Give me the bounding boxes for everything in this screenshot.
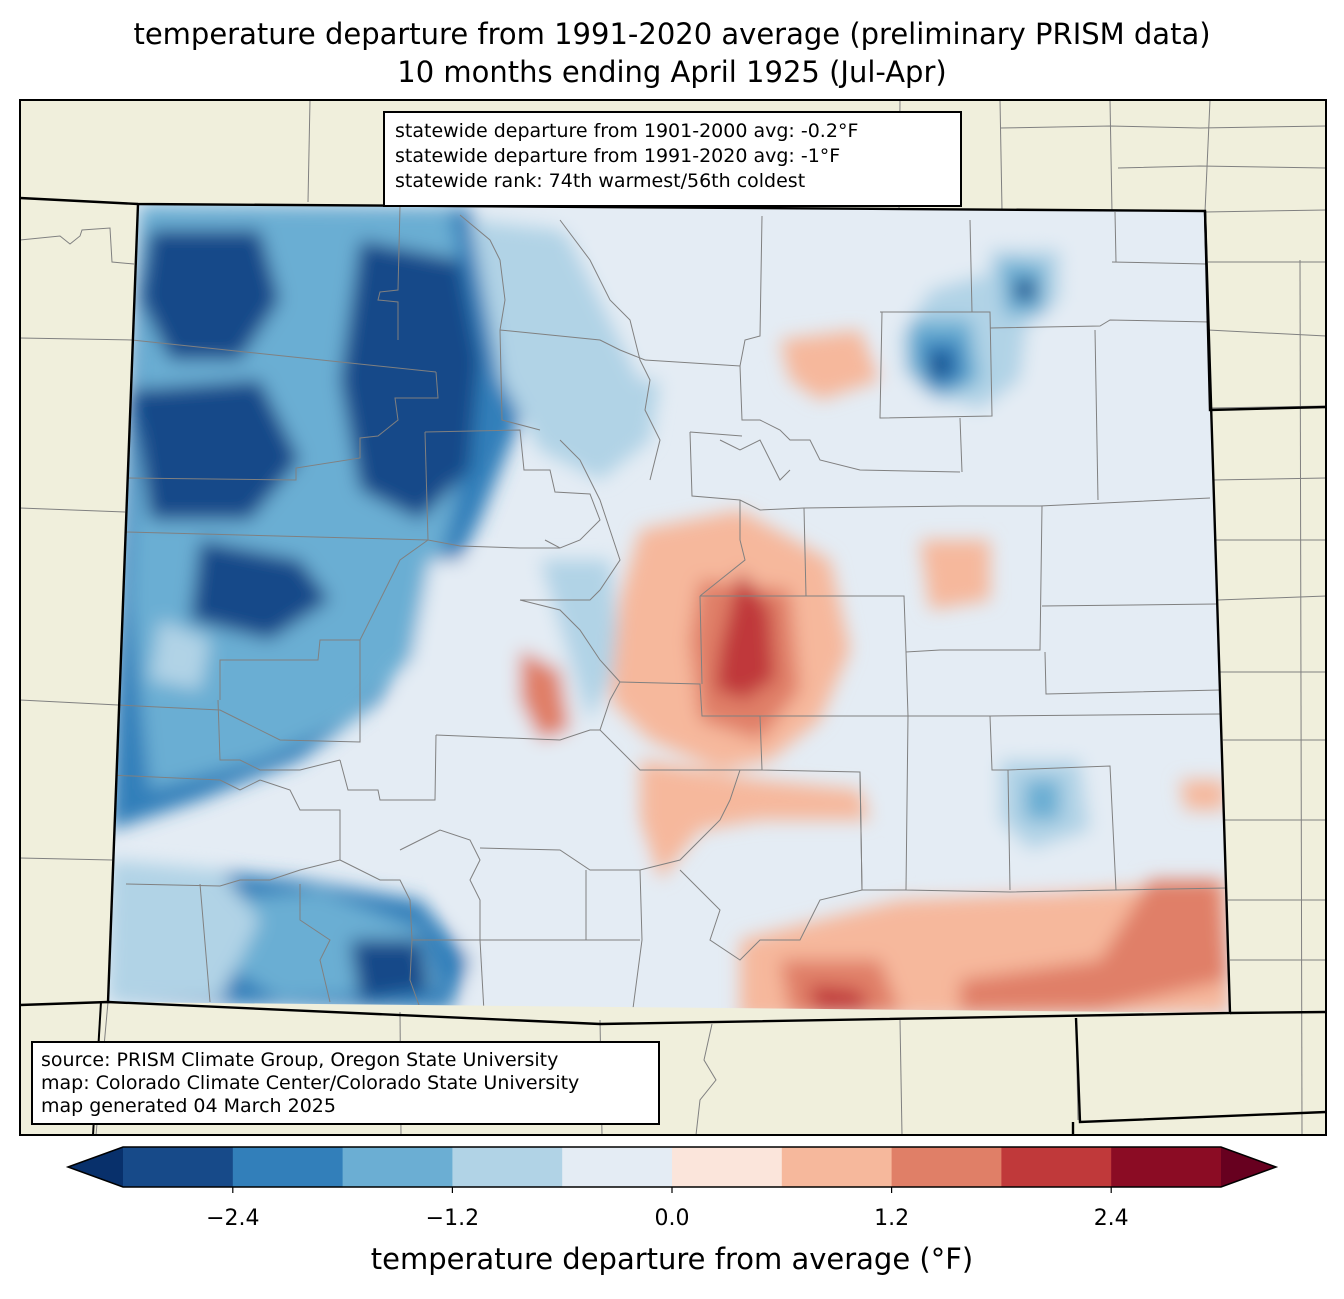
departure-contour-region: [560, 220, 760, 380]
departure-contour-region: [1025, 780, 1060, 820]
map-credit-line: map: Colorado Climate Center/Colorado St…: [41, 1072, 580, 1094]
departure-contour-region: [780, 330, 880, 400]
departure-contour-region: [715, 650, 760, 700]
departure-contour-region: [1150, 630, 1200, 670]
colorbar-segment: [342, 1147, 453, 1187]
departure-contour-region: [920, 540, 990, 610]
departure-contour-region: [190, 540, 330, 640]
colorbar-outline: [65, 1146, 1279, 1188]
departure-contour-region: [108, 860, 260, 1002]
map-title: temperature departure from 1991-2020 ave…: [133, 17, 1211, 51]
departure-contour-region: [640, 760, 870, 880]
colorbar-segment: [672, 1147, 783, 1187]
departure-contour-region: [780, 960, 900, 1013]
departure-contour-region: [400, 560, 660, 1013]
colorbar-extend-high: [1221, 1147, 1276, 1187]
departure-contour-region: [930, 355, 950, 375]
source-credits-box: source: PRISM Climate Group, Oregon Stat…: [31, 1041, 660, 1125]
colorbar-segment: [232, 1147, 344, 1187]
colorbar-segment: [781, 1147, 893, 1187]
departure-contour-region: [340, 240, 480, 520]
departure-contour-region: [960, 880, 1228, 1012]
departure-contour-region: [810, 985, 870, 1012]
departure-contour-region: [520, 650, 570, 740]
departure-contour-region: [140, 230, 280, 360]
colorbar-segment: [123, 1147, 234, 1187]
stats-rank: statewide rank: 74th warmest/56th coldes…: [395, 170, 806, 192]
temperature-departure-field: [108, 204, 1230, 1013]
departure-contour-region: [1030, 500, 1110, 600]
colorbar-segment: [1111, 1147, 1222, 1187]
colorbar-segment: [562, 1147, 673, 1187]
generated-date-line: map generated 04 March 2025: [41, 1095, 336, 1117]
departure-contour-region: [150, 620, 210, 690]
colorbar-tick-label: 0.0: [654, 1206, 690, 1231]
departure-contour-region: [1015, 280, 1035, 300]
colorbar-segment: [891, 1147, 1002, 1187]
colorbar-tick-label: 2.4: [1093, 1206, 1129, 1231]
colorbar-extend-low: [68, 1147, 123, 1187]
colorbar: [65, 1146, 1279, 1193]
map-subtitle: 10 months ending April 1925 (Jul-Apr): [397, 55, 947, 89]
departure-contour-region: [350, 940, 430, 1000]
map-frame: [19, 99, 1327, 1136]
colorbar-segment: [452, 1147, 563, 1187]
colorado-county-lines: [109, 205, 1227, 1013]
neighbor-county-lines: [20, 100, 1326, 1135]
state-borders: [20, 196, 1327, 1136]
departure-contour-region: [130, 380, 300, 520]
stats-departure-1901-2000: statewide departure from 1901-2000 avg: …: [395, 120, 859, 142]
colorbar-label: temperature departure from average (°F): [370, 1242, 974, 1276]
statewide-stats-box: statewide departure from 1901-2000 avg: …: [383, 111, 962, 207]
departure-contour-region: [1180, 780, 1226, 810]
source-line: source: PRISM Climate Group, Oregon Stat…: [41, 1049, 559, 1071]
colorbar-tick-label: −1.2: [425, 1206, 480, 1231]
colorbar-tick-label: −2.4: [206, 1206, 260, 1231]
colorbar-tick-label: 1.2: [874, 1206, 910, 1231]
colorbar-segment: [1001, 1147, 1112, 1187]
stats-departure-1991-2020: statewide departure from 1991-2020 avg: …: [395, 145, 841, 167]
